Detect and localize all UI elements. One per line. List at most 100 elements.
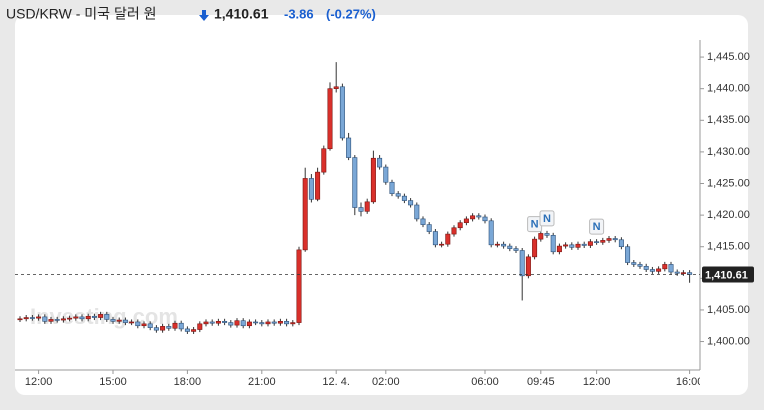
candle-body — [395, 193, 401, 197]
candle-body — [284, 321, 290, 325]
candle-body — [470, 215, 476, 220]
candle-body — [110, 319, 116, 322]
candle-body — [67, 317, 73, 320]
news-marker-label: N — [531, 219, 539, 231]
candle-body — [240, 320, 246, 327]
y-tick-label: 1,435.00 — [707, 114, 750, 126]
candle-body — [612, 238, 618, 241]
candle-body — [482, 216, 488, 222]
candle-body — [575, 243, 581, 248]
candle-body — [476, 215, 482, 218]
candle-body — [234, 320, 240, 326]
candle-body — [538, 233, 544, 240]
candle-body — [184, 328, 190, 332]
candle-body — [141, 323, 147, 327]
candle-body — [333, 86, 339, 89]
candle-body — [91, 315, 97, 318]
candle-body — [122, 319, 128, 323]
news-marker-label: N — [543, 213, 551, 225]
y-tick-label: 1,430.00 — [707, 146, 750, 158]
candle-body — [600, 240, 606, 243]
candle-body — [17, 318, 23, 321]
candle-body — [501, 243, 507, 247]
candle-body — [631, 262, 637, 265]
candle-body — [23, 317, 29, 320]
panel — [15, 15, 748, 395]
candle-body — [147, 323, 153, 328]
candle-body — [507, 245, 513, 249]
candle-body — [98, 314, 104, 318]
candle-body — [352, 157, 358, 208]
candle-body — [408, 200, 414, 206]
candle-body — [104, 314, 110, 320]
candle-body — [364, 201, 370, 212]
candle-body — [116, 319, 122, 322]
candle-body — [426, 224, 432, 232]
candle-body — [42, 316, 48, 322]
x-tick-label: 12:00 — [583, 376, 611, 388]
candle-body — [513, 248, 519, 251]
y-tick-label: 1,405.00 — [707, 304, 750, 316]
candle-body — [625, 246, 631, 263]
candle-body — [203, 321, 209, 325]
y-tick-label: 1,420.00 — [707, 209, 750, 221]
candle-body — [563, 244, 569, 247]
candle-body — [662, 264, 668, 270]
x-tick-label: 09:45 — [527, 376, 555, 388]
candle-body — [271, 321, 277, 324]
candle-body — [265, 321, 271, 325]
x-tick-label: 12:00 — [25, 376, 53, 388]
candle-body — [432, 231, 438, 246]
candle-body — [228, 322, 234, 326]
candle-body — [439, 243, 445, 246]
candle-body — [346, 137, 352, 158]
candle-body — [451, 227, 457, 235]
candle-body — [680, 272, 686, 274]
candle-body — [172, 322, 178, 329]
candle-body — [315, 171, 321, 200]
candle-body — [532, 238, 538, 258]
change: -3.86 — [284, 6, 314, 21]
candle-body — [389, 181, 395, 194]
candle-body — [290, 322, 296, 325]
candle-body — [656, 268, 662, 272]
candle-body — [618, 239, 624, 248]
candle-body — [519, 250, 525, 277]
candle-body — [488, 220, 494, 246]
candle-body — [209, 321, 215, 324]
candle-body — [674, 271, 680, 274]
candle-body — [370, 157, 376, 203]
y-tick-label: 1,445.00 — [707, 51, 750, 63]
candle-body — [606, 238, 612, 241]
candle-body — [178, 322, 184, 330]
candle-body — [153, 327, 159, 331]
candle-body — [321, 148, 327, 173]
candle-body — [85, 315, 91, 320]
candle-body — [222, 321, 228, 323]
y-tick-label: 1,425.00 — [707, 177, 750, 189]
candle-body — [445, 233, 451, 245]
news-marker-label: N — [593, 221, 601, 233]
candle-body — [339, 86, 345, 139]
candle-body — [463, 218, 469, 224]
x-tick-label: 15:00 — [99, 376, 127, 388]
candle-body — [637, 264, 643, 267]
candle-body — [259, 322, 265, 325]
last-price-tag — [702, 266, 754, 283]
candle-body — [383, 166, 389, 183]
candle-body — [277, 321, 283, 324]
candle-body — [414, 204, 420, 220]
candle-body — [48, 319, 54, 322]
candle-body — [569, 244, 575, 248]
candle-body — [246, 321, 252, 327]
candle-body — [358, 207, 364, 212]
candle-body — [420, 218, 426, 225]
candle-body — [36, 316, 42, 319]
x-tick-label: 18:00 — [174, 376, 202, 388]
candle-body — [54, 319, 60, 321]
x-tick-label: 16:00 — [676, 376, 704, 388]
news-marker — [539, 210, 555, 227]
candle-body — [377, 157, 383, 168]
